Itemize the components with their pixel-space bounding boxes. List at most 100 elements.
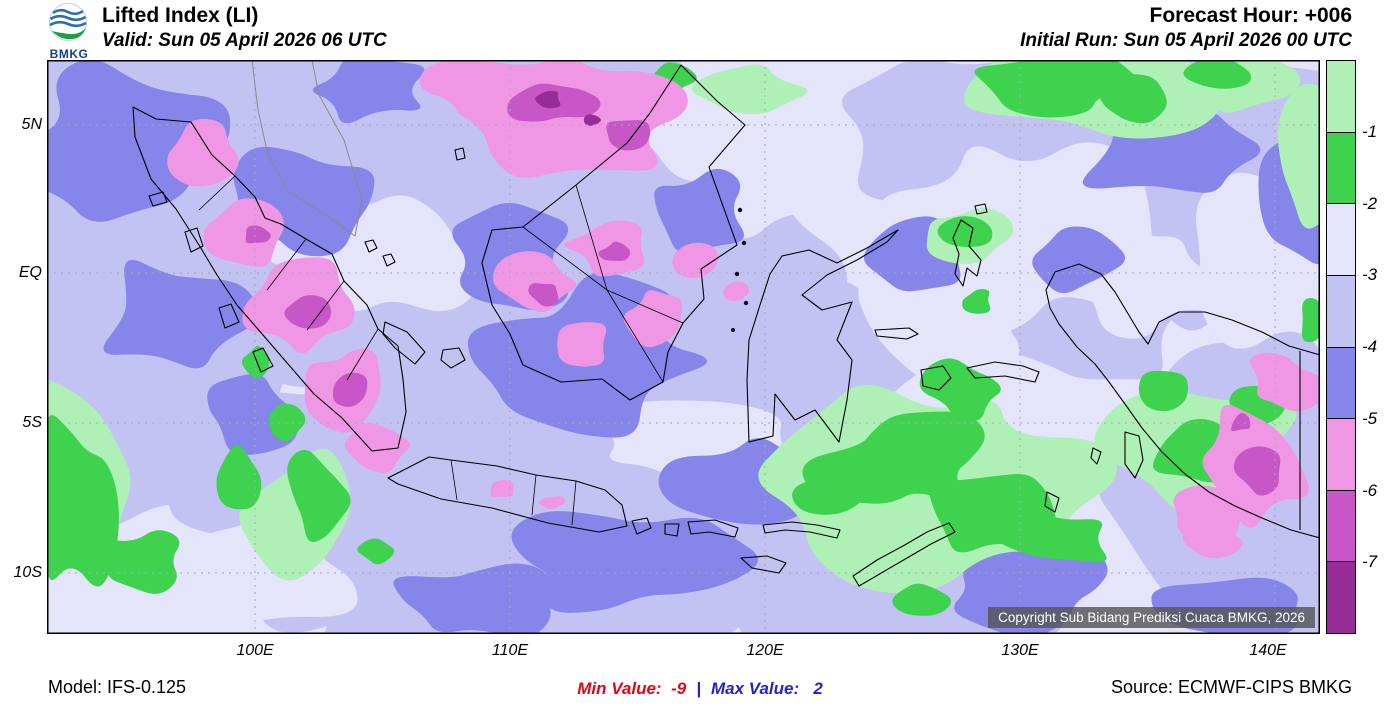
map-area: Copyright Sub Bidang Prediksi Cuaca BMKG… (47, 60, 1320, 634)
island-java (387, 456, 628, 533)
valid-time-label: Valid: Sun 05 April 2026 06 UTC (102, 30, 387, 51)
contour-region (332, 372, 368, 407)
legend-color-seg-7 (1327, 562, 1355, 633)
contour-region (102, 530, 180, 594)
legend-tick-label: -6 (1362, 480, 1378, 500)
forecast-hour-label: Forecast Hour: +006 (1149, 4, 1353, 27)
legend-color-seg-0 (1327, 61, 1355, 133)
lat-label-10s: 10S (13, 564, 42, 581)
contour-region (598, 241, 631, 261)
island-seram (966, 361, 1040, 383)
contour-region (528, 283, 559, 307)
contour-region (344, 422, 411, 473)
contour-region (1233, 446, 1281, 496)
contour-fill-layer (47, 60, 1320, 634)
island-simeulue (148, 191, 168, 207)
island-sula (874, 327, 919, 340)
initial-run-label: Initial Run: Sun 05 April 2026 00 UTC (1020, 30, 1352, 51)
lat-label-eq: EQ (18, 264, 42, 281)
coast-malay-peninsula (251, 60, 363, 237)
contour-region (792, 466, 874, 515)
contour-region (557, 322, 607, 367)
island-buru (920, 365, 952, 391)
min-value-label: Min Value: -9 (577, 679, 687, 698)
lon-label-140e: 140E (1249, 642, 1287, 659)
island-sulawesi (746, 229, 899, 443)
contour-region (511, 511, 758, 613)
lon-label-110e: 110E (491, 642, 529, 659)
contour-region (535, 90, 561, 109)
contour-region (1000, 516, 1107, 563)
page-title: Lifted Index (LI) (102, 4, 259, 27)
island-bangka (382, 321, 426, 365)
bmkg-logo: BMKG (44, 2, 94, 61)
coastlines (132, 64, 1320, 587)
lat-label-5n: 5N (21, 116, 42, 133)
bmkg-logo-label: BMKG (49, 47, 89, 61)
island-pagai (252, 347, 274, 373)
contour-region (419, 60, 524, 123)
island-aru (1124, 431, 1144, 479)
contour-region (393, 563, 553, 634)
contour-region (216, 445, 262, 510)
contour-region (937, 216, 993, 248)
legend-tick-labels: -1 -2 -3 -4 -5 -6 -7 (1362, 60, 1400, 634)
legend-tick-label: -3 (1362, 265, 1378, 285)
contour-region (962, 289, 991, 314)
lat-label-5s: 5S (22, 414, 42, 431)
contour-region (1250, 352, 1320, 412)
map-frame (47, 60, 1320, 634)
island-natuna (454, 147, 466, 161)
lon-label-100e: 100E (236, 642, 274, 659)
contour-region (1032, 226, 1126, 294)
island-sumbawa (687, 519, 739, 538)
contour-region (245, 225, 271, 244)
contour-region (919, 358, 1001, 422)
legend-tick-label: -1 (1362, 121, 1378, 141)
island-siberut (218, 303, 240, 329)
grid-lines (47, 60, 1320, 634)
island-flores (762, 521, 841, 539)
contour-region (672, 242, 719, 279)
legend-tick-label: -4 (1362, 337, 1378, 356)
island-lombok (664, 523, 680, 537)
bmkg-logo-icon (49, 3, 87, 41)
contour-region (723, 281, 750, 302)
legend-color-seg-6 (1327, 490, 1355, 563)
legend-color-seg-2 (1327, 204, 1355, 276)
contour-region (287, 449, 351, 543)
island-morotai (974, 203, 988, 215)
contour-region (858, 259, 1036, 393)
island-sumba (740, 555, 787, 574)
island-bali (631, 517, 652, 535)
contour-region (167, 118, 239, 187)
sumatra-borders (198, 175, 379, 381)
island-belitung (440, 347, 466, 369)
legend-color-seg-5 (1327, 419, 1355, 491)
island-timor (852, 522, 956, 587)
legend-color-seg-4 (1327, 347, 1355, 420)
java-borders (450, 459, 577, 526)
island-riau (364, 239, 396, 267)
island-nias (184, 227, 204, 253)
neighbor-coastlines (251, 60, 363, 237)
island-sumatra (132, 106, 407, 452)
extreme-value-specks (731, 207, 749, 332)
lon-label-120e: 120E (746, 642, 784, 659)
legend-tick-label: -5 (1362, 408, 1378, 428)
title-block: Lifted Index (LI) Valid: Sun 05 April 20… (102, 3, 387, 53)
contour-region (1301, 298, 1320, 343)
contour-region (623, 290, 683, 348)
contour-region (1231, 412, 1251, 432)
island-borneo (481, 64, 746, 401)
contour-region (974, 60, 1138, 118)
contour-region (1098, 74, 1167, 124)
contour-region (47, 415, 119, 587)
legend-tick-label: -2 (1362, 193, 1378, 213)
island-halmahera (952, 219, 982, 287)
contour-region (490, 479, 514, 498)
contour-region (284, 295, 332, 329)
contour-region (1277, 83, 1320, 229)
contour-region (583, 114, 601, 126)
